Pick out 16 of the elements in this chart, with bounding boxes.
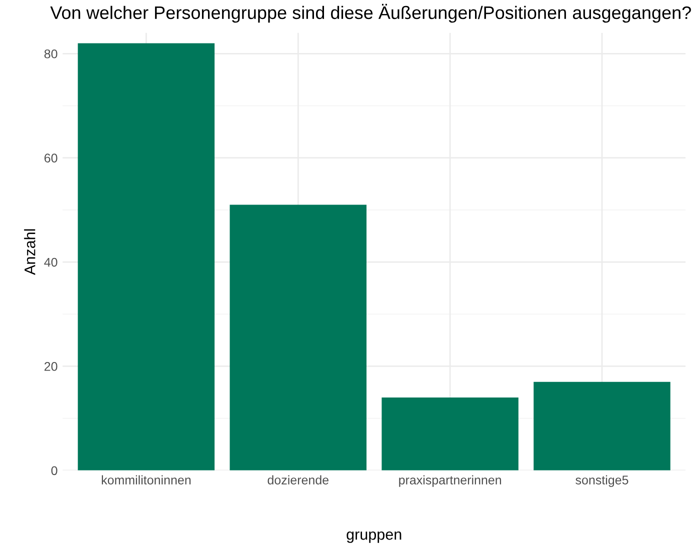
- bar: [230, 204, 367, 470]
- x-tick-label: dozierende: [268, 475, 329, 484]
- y-tick-label: 80: [44, 49, 58, 58]
- x-tick-label: kommilitoninnen: [102, 475, 191, 484]
- bar: [534, 382, 670, 470]
- y-tick-label: 60: [44, 154, 58, 162]
- x-tick-label: praxispartnerinnen: [399, 475, 502, 487]
- y-tick-label: 0: [51, 466, 58, 476]
- y-axis-title: Anzahl: [24, 229, 36, 275]
- y-tick-label: 40: [44, 258, 58, 267]
- chart-title: Von welcher Personengruppe sind diese Äußerungen/Positionen ausgegangen?: [50, 4, 691, 23]
- y-tick-label: 20: [44, 362, 58, 371]
- x-axis-title: gruppen: [346, 531, 402, 543]
- bar: [78, 43, 215, 470]
- bar: [382, 397, 518, 470]
- x-tick-label: sonstige5: [576, 475, 628, 487]
